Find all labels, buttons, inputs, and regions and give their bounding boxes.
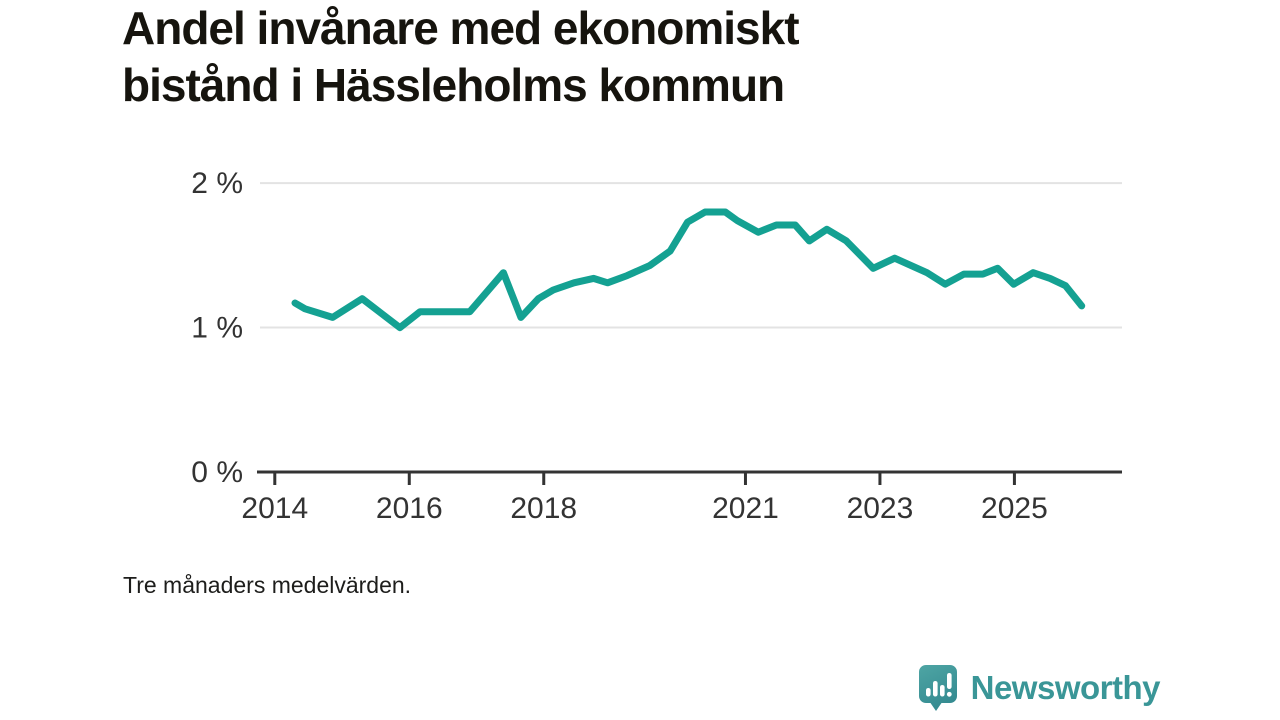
x-axis-label-2016: 2016	[376, 492, 443, 525]
chart-caption: Tre månaders medelvärden.	[123, 572, 412, 598]
x-axis-label-2018: 2018	[510, 492, 577, 525]
y-axis-label-1: 1 %	[191, 312, 243, 345]
bar-icon-2	[932, 680, 938, 696]
chart-title-line-2: bistånd i Hässleholms kommun	[122, 59, 785, 111]
x-axis-label-2025: 2025	[981, 492, 1048, 525]
exclamation-dot-icon	[946, 691, 952, 697]
speech-bubble-shape	[918, 664, 957, 711]
x-axis-label-2014: 2014	[241, 492, 308, 525]
branding: Newsworthy	[918, 662, 1161, 714]
y-axis-label-2: 2 %	[191, 167, 243, 200]
brand-name: Newsworthy	[970, 669, 1161, 706]
newsworthy-speech-bubble-chart-icon	[918, 664, 957, 711]
x-axis-label-2023: 2023	[847, 492, 914, 525]
bar-icon-1	[925, 687, 931, 696]
data-line-0	[291, 208, 1086, 332]
chart-title-line-1: Andel invånare med ekonomiskt	[122, 2, 800, 54]
x-axis-label-2021: 2021	[712, 492, 779, 525]
exclamation-bar-icon	[946, 672, 952, 689]
y-axis-label-0: 0 %	[191, 456, 243, 489]
chart-title: Andel invånare med ekonomiskt bistånd i …	[122, 0, 800, 114]
bar-icon-3	[939, 684, 945, 696]
